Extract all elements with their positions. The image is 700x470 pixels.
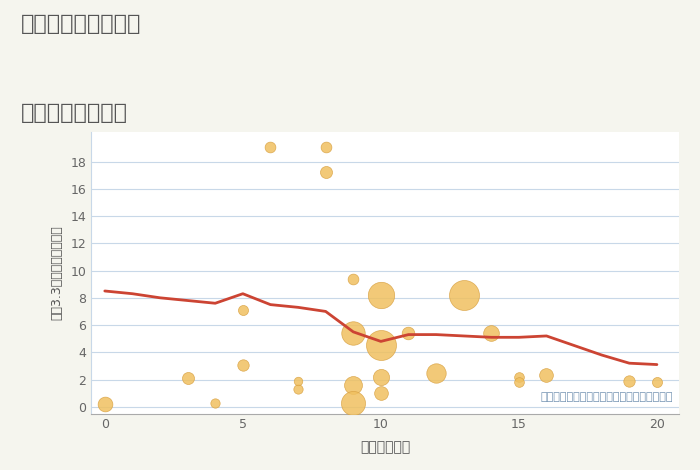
Point [182,375,193,382]
Text: 円の大きさは、取引のあった物件面積を示す: 円の大きさは、取引のあった物件面積を示す [540,392,673,402]
Point [375,342,386,349]
Point [624,377,635,384]
Point [375,373,386,381]
X-axis label: 駅距離（分）: 駅距離（分） [360,440,410,454]
Text: 三重県伊賀市川北の: 三重県伊賀市川北の [21,14,141,34]
Point [513,373,524,381]
Point [209,399,220,407]
Y-axis label: 坪（3.3㎡）単価（万円）: 坪（3.3㎡）単価（万円） [50,225,63,320]
Point [348,381,359,389]
Point [375,390,386,397]
Point [430,369,442,376]
Point [348,399,359,407]
Point [320,143,331,150]
Point [320,169,331,176]
Point [348,329,359,337]
Point [486,329,497,337]
Text: 駅距離別土地価格: 駅距離別土地価格 [21,103,128,124]
Point [293,377,304,384]
Point [403,329,414,337]
Point [375,291,386,299]
Point [541,372,552,379]
Point [237,361,248,368]
Point [458,291,469,299]
Point [513,378,524,386]
Point [348,275,359,282]
Point [237,306,248,314]
Point [99,400,111,408]
Point [293,385,304,393]
Point [651,378,662,386]
Point [265,143,276,150]
